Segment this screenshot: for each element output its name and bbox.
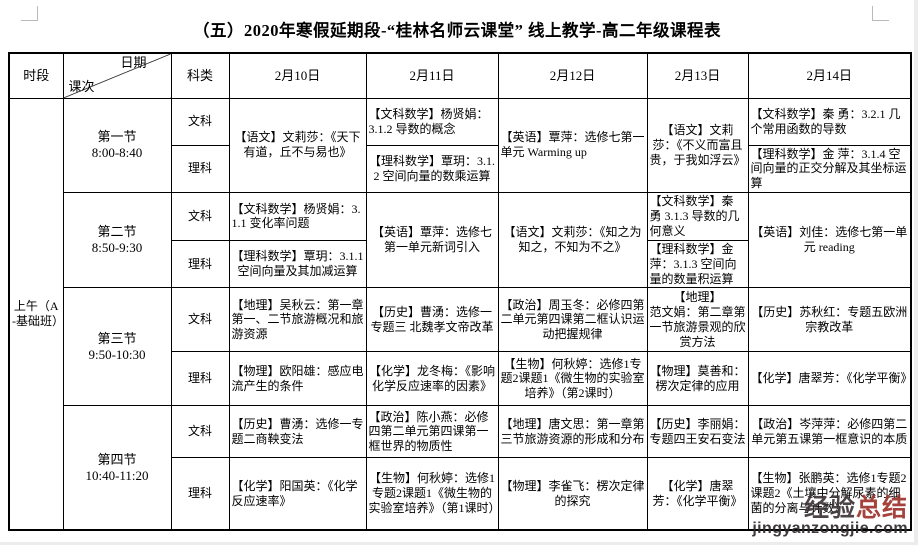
lesson-p3-feb14-li: 【化学】唐翠芳：《化学平衡》 <box>747 351 913 407</box>
schedule-table: 时段 日期 课次 科类 2月10日 2月11日 2月12日 2月13日 2月14… <box>8 52 913 531</box>
lesson-p1-feb11-wen: 【文科数学】杨贤娟：3.1.2 导数的概念 <box>365 97 499 146</box>
lesson-p3-feb10-li: 【物理】欧阳雄：感应电流产生的条件 <box>228 351 367 407</box>
lesson-p3-feb11-li: 【化学】龙冬梅：《影响化学反应速率的因素》 <box>365 351 499 407</box>
page-title: （五）2020年寒假延期段-“桂林名师云课堂” 线上教学-高二年级课程表 <box>192 21 722 40</box>
period4-time: 10:40-11:20 <box>85 467 149 483</box>
period1-category-li: 理科 <box>170 144 230 194</box>
period1-wenke-row: 上午（A-基础班） 第一节 8:00-8:40 文科 【语文】文莉莎：《天下有道… <box>8 97 912 531</box>
page-margin-mark-top-left <box>21 6 38 21</box>
page-margin-mark-top-right <box>872 6 889 21</box>
lesson-p4-feb14-wen: 【政治】岑萍萍：必修四第二单元第五课第一框意识的本质 <box>747 405 912 459</box>
header-date-feb14: 2月14日 <box>747 52 912 99</box>
period1-time: 8:00-8:40 <box>91 145 143 161</box>
lesson-p1-feb10: 【语文】文莉莎：《天下有道，丘不与易也》 <box>228 97 367 194</box>
lesson-p1-feb14-wen: 【文科数学】秦 勇：3.2.1 几个常用函数的导数 <box>747 97 912 146</box>
lesson-p3-feb10-wen: 【地理】吴秋云：第一章第一、二节旅游概况和旅游资源 <box>228 287 367 353</box>
lesson-p4-feb10-wen: 【历史】曹湧：选修一专题二商鞅变法 <box>228 405 367 459</box>
lesson-p2-feb10-li: 【理科数学】覃玥：3.1.1 空间向量及其加减运算 <box>228 239 367 289</box>
header-date-feb10: 2月10日 <box>228 52 367 99</box>
period2-category-li: 理科 <box>170 239 230 289</box>
lesson-p2-feb13-li: 【理科数学】金萍：3.1.3 空间向量的数量积运算 <box>646 239 749 289</box>
period2-time: 8:50-9:30 <box>91 240 143 256</box>
period2-cell: 第二节 8:50-9:30 <box>62 192 172 289</box>
period3-category-li: 理科 <box>170 351 230 407</box>
period1-category-wen: 文科 <box>170 97 230 146</box>
period3-category-wen: 文科 <box>170 287 230 353</box>
lesson-p4-feb14-li: 【生物】张鹏英：选修1专题2课题2《土壤中分解尿素的细菌的分离与计数》 <box>747 457 912 531</box>
period4-name: 第四节 <box>97 451 137 467</box>
period1-like-row: 理科 【理科数学】覃玥：3.1.2 空间向量的数乘运算 【理科数学】金 萍：3.… <box>9 144 912 194</box>
period2-category-wen: 文科 <box>170 192 230 241</box>
period2-like-row: 理科 【理科数学】覃玥：3.1.1 空间向量及其加减运算 【理科数学】金萍：3.… <box>9 239 911 289</box>
lesson-p1-feb14-li: 【理科数学】金 萍：3.1.4 空间向量的正交分解及其坐标运算 <box>747 144 912 194</box>
period1-name: 第一节 <box>97 129 137 145</box>
lesson-p4-feb13-li: 【化学】唐翠芳：《化学平衡》 <box>646 457 749 531</box>
header-date-feb11: 2月11日 <box>365 52 499 99</box>
lesson-p4-feb11-li: 【生物】何秋婷：选修1专题2课题1《微生物的实验室培养》（第1课时） <box>365 457 501 531</box>
header-date-feb12: 2月12日 <box>497 52 648 99</box>
period1-cell: 第一节 8:00-8:40 <box>62 97 172 194</box>
period3-wenke-row: 第三节 9:50-10:30 文科 【地理】吴秋云：第一章第一、二节旅游概况和旅… <box>9 287 912 407</box>
lesson-p3-feb12-li: 【生物】何秋婷：选修1专题2课题1《微生物的实验室培养》（第2课时） <box>497 351 648 407</box>
header-date-lesson: 日期 课次 <box>62 52 172 99</box>
lesson-p1-feb13: 【语文】文莉莎：《不义而富且贵，于我如浮云》 <box>646 97 749 194</box>
time-block-cell: 上午（A-基础班） <box>8 97 64 531</box>
lesson-p3-feb14-wen: 【历史】苏秋红：专题五欧洲宗教改革 <box>747 287 912 353</box>
lesson-p2-feb11: 【英语】覃萍：选修七第一单元新词引入 <box>365 192 499 289</box>
header-lesson-label: 课次 <box>68 79 95 95</box>
header-category: 科类 <box>170 52 230 99</box>
lesson-p3-feb13-wen: 【地理】 范文娟：第二章第一节旅游景观的欣赏方法 <box>646 287 749 353</box>
lesson-p2-feb14: 【英语】刘佳：选修七第一单元 reading <box>747 192 912 289</box>
header-date-label: 日期 <box>120 55 147 70</box>
lesson-p4-feb12-li: 【物理】李雀飞：楞次定律的探究 <box>497 457 648 531</box>
lesson-p2-feb10-wen: 【文科数学】杨贤娟：3.1.1 变化率问题 <box>228 192 367 241</box>
period4-wenke-row: 第四节 10:40-11:20 文科 【历史】曹湧：选修一专题二商鞅变法 【政治… <box>9 405 912 531</box>
period4-category-wen: 文科 <box>170 405 230 459</box>
lesson-p4-feb10-li: 【化学】阳国英：《化学反应速率》 <box>228 457 367 531</box>
lesson-p1-feb11-li: 【理科数学】覃玥：3.1.2 空间向量的数乘运算 <box>365 144 499 194</box>
period2-name: 第二节 <box>97 224 137 240</box>
lesson-p4-feb12-wen: 【地理】唐文思：第一章第三节旅游资源的形成和分布 <box>497 405 648 459</box>
period4-cell: 第四节 10:40-11:20 <box>62 405 172 531</box>
lesson-p4-feb13-wen: 【历史】李丽娟：专题四王安石变法 <box>646 405 749 459</box>
period3-time: 9:50-10:30 <box>88 346 146 362</box>
period2-wenke-row: 第二节 8:50-9:30 文科 【文科数学】杨贤娟：3.1.1 变化率问题 【… <box>9 192 912 289</box>
lesson-p2-feb13-wen: 【文科数学】秦 勇 3.1.3 导数的几何意义 <box>646 192 749 241</box>
lesson-p1-feb12: 【英语】覃萍：选修七第一单元 Warming up <box>497 97 648 194</box>
header-date-feb13: 2月13日 <box>646 52 749 99</box>
header-time-block: 时段 <box>8 52 64 99</box>
period3-like-row: 理科 【物理】欧阳雄：感应电流产生的条件 【化学】龙冬梅：《影响化学反应速率的因… <box>9 351 913 407</box>
period4-like-row: 理科 【化学】阳国英：《化学反应速率》 【生物】何秋婷：选修1专题2课题1《微生… <box>9 457 912 531</box>
header-row: 时段 日期 课次 科类 2月10日 2月11日 2月12日 2月13日 2月14… <box>8 52 912 99</box>
lesson-p2-feb12: 【语文】文莉莎：《知之为知之，不知为不之》 <box>497 192 648 289</box>
period3-name: 第三节 <box>97 330 137 346</box>
period3-cell: 第三节 9:50-10:30 <box>62 287 172 407</box>
lesson-p4-feb11-wen: 【政治】陈小燕：必修四第二单元第四课第一框世界的物质性 <box>365 405 499 459</box>
lesson-p3-feb11-wen: 【历史】曹湧：选修一专题三 北魏孝文帝改革 <box>365 287 499 353</box>
lesson-p3-feb12-wen: 【政治】周玉冬：必修四第二单元第四课第二框认识运动把握规律 <box>497 287 648 353</box>
period4-category-li: 理科 <box>170 457 230 531</box>
lesson-p3-feb13-li: 【物理】莫善和：楞次定律的应用 <box>646 351 749 407</box>
